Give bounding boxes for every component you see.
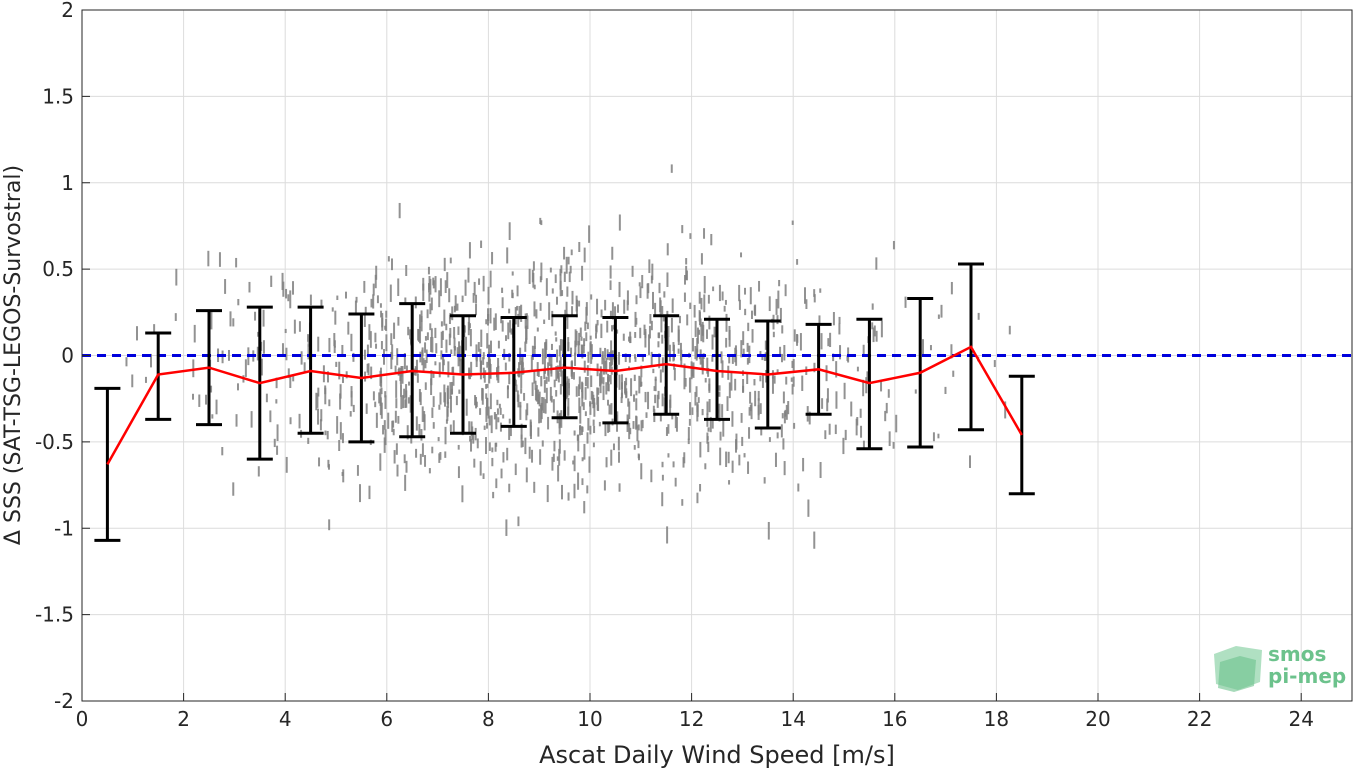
y-tick-label: 0.5 xyxy=(42,257,74,281)
y-axis-label: Δ SSS (SAT-TSG-LEGOS-Survostral) xyxy=(1,165,26,545)
y-tick-label: -1.5 xyxy=(35,603,74,627)
logo-text-line2: pi-mep xyxy=(1268,664,1347,688)
y-tick-label: 0 xyxy=(61,344,74,368)
x-tick-label: 14 xyxy=(780,707,805,731)
logo-graphic xyxy=(1214,646,1262,692)
x-tick-label: 4 xyxy=(279,707,292,731)
x-tick-label: 6 xyxy=(380,707,393,731)
x-tick-label: 18 xyxy=(984,707,1009,731)
binned-mean-line xyxy=(106,345,1023,465)
x-tick-label: 20 xyxy=(1085,707,1110,731)
x-tick-label: 24 xyxy=(1288,707,1313,731)
x-tick-label: 0 xyxy=(76,707,89,731)
y-tick-label: 1.5 xyxy=(42,84,74,108)
x-axis-ticks: 0 2 4 6 8 10 12 14 16 18 20 22 24 xyxy=(76,693,1314,731)
y-tick-label: -2 xyxy=(54,689,74,713)
mean-line xyxy=(106,345,1023,465)
y-tick-label: -0.5 xyxy=(35,430,74,454)
x-tick-label: 16 xyxy=(882,707,907,731)
y-axis-ticks: 2 1.5 1 0.5 0 -0.5 -1 -1.5 -2 xyxy=(35,0,90,713)
y-tick-label: 1 xyxy=(61,171,74,195)
logo-text-line1: smos xyxy=(1268,642,1327,666)
x-axis-label: Ascat Daily Wind Speed [m/s] xyxy=(539,741,895,769)
x-tick-label: 10 xyxy=(577,707,602,731)
smos-pimep-logo: smos pi-mep xyxy=(1210,640,1350,696)
y-tick-label: -1 xyxy=(54,516,74,540)
x-tick-label: 22 xyxy=(1187,707,1212,731)
x-tick-label: 12 xyxy=(679,707,704,731)
x-tick-label: 8 xyxy=(482,707,495,731)
y-tick-label: 2 xyxy=(61,0,74,22)
x-tick-label: 2 xyxy=(177,707,190,731)
